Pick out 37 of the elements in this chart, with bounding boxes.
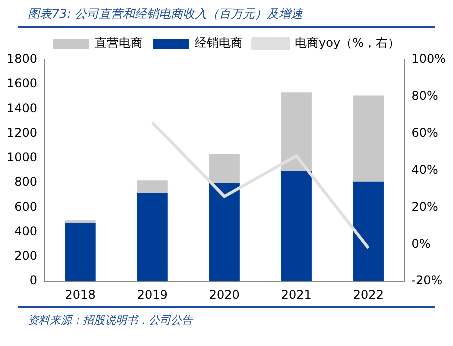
bar bbox=[65, 223, 96, 282]
bar bbox=[209, 183, 240, 282]
y2-tick-label: 60% bbox=[412, 126, 438, 140]
legend-label: 经销电商 bbox=[195, 36, 244, 50]
y-tick-label: 0 bbox=[30, 274, 38, 288]
y2-tick-label: -20% bbox=[412, 274, 443, 288]
bar bbox=[281, 92, 312, 172]
x-tick-label: 2021 bbox=[281, 288, 312, 302]
y-tick-label: 1000 bbox=[6, 150, 38, 165]
y2-tick-label: 80% bbox=[412, 89, 438, 104]
y-tick-label: 1800 bbox=[6, 52, 38, 66]
y-tick-label: 600 bbox=[14, 200, 38, 214]
y2-tick-label: 100% bbox=[412, 52, 446, 66]
y-tick-label: 800 bbox=[14, 175, 38, 190]
x-tick-label: 2022 bbox=[353, 288, 384, 302]
legend-label: 直营电商 bbox=[95, 36, 144, 50]
bar bbox=[353, 96, 384, 182]
x-tick-label: 2020 bbox=[209, 288, 240, 302]
bar bbox=[137, 192, 168, 282]
bar bbox=[209, 154, 240, 184]
y-tick-label: 400 bbox=[14, 224, 38, 238]
y-tick-label: 1600 bbox=[6, 76, 38, 91]
y-tick-label: 200 bbox=[14, 249, 38, 264]
x-tick-label: 2018 bbox=[65, 288, 96, 302]
y-tick-label: 1200 bbox=[6, 126, 38, 140]
y2-tick-label: 40% bbox=[412, 162, 438, 177]
bar bbox=[65, 220, 96, 224]
y2-tick-label: 20% bbox=[412, 200, 438, 214]
y-tick-label: 1400 bbox=[6, 101, 38, 116]
bar bbox=[281, 171, 312, 282]
x-tick-label: 2019 bbox=[137, 288, 168, 302]
y2-tick-label: 0% bbox=[412, 236, 431, 251]
chart-title: 图表73: 公司直营和经销电商收入（百万元）及增速 bbox=[27, 6, 305, 23]
bar bbox=[137, 180, 168, 193]
legend-label: 电商yoy（%，右） bbox=[295, 36, 400, 50]
bar bbox=[353, 182, 384, 282]
text: 资料来源：招股说明书，公司公告 bbox=[27, 313, 194, 328]
